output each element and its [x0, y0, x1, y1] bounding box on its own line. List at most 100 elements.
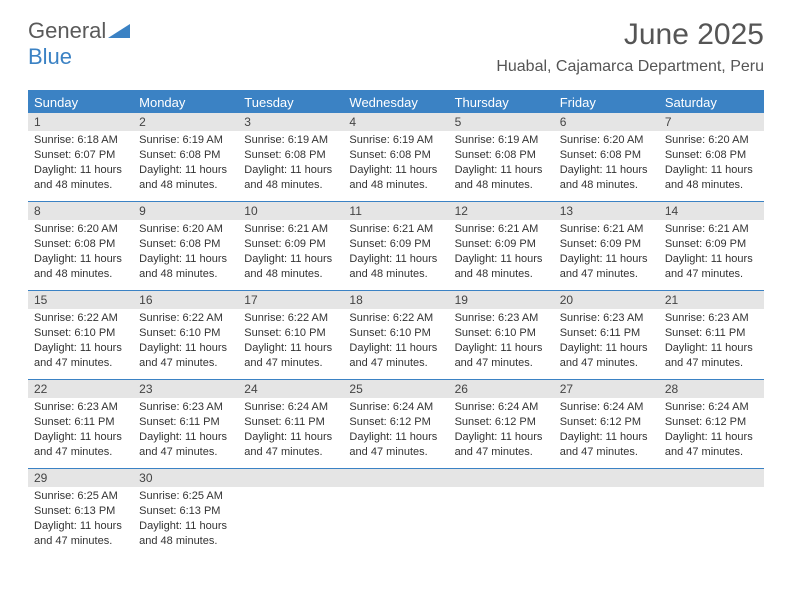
daylight-line: Daylight: 11 hours and 48 minutes.	[34, 163, 127, 193]
week-row: 15Sunrise: 6:22 AMSunset: 6:10 PMDayligh…	[28, 291, 764, 380]
week-row: 8Sunrise: 6:20 AMSunset: 6:08 PMDaylight…	[28, 202, 764, 291]
sunset-line: Sunset: 6:09 PM	[244, 237, 337, 252]
sunrise-line: Sunrise: 6:19 AM	[244, 133, 337, 148]
sunset-line: Sunset: 6:11 PM	[244, 415, 337, 430]
day-cell: 5Sunrise: 6:19 AMSunset: 6:08 PMDaylight…	[449, 113, 554, 201]
sunset-line: Sunset: 6:08 PM	[455, 148, 548, 163]
day-number	[449, 469, 554, 487]
day-body: Sunrise: 6:23 AMSunset: 6:11 PMDaylight:…	[659, 309, 764, 374]
day-cell	[659, 469, 764, 557]
sunset-line: Sunset: 6:12 PM	[665, 415, 758, 430]
day-header-cell: Sunday	[28, 92, 133, 113]
daylight-line: Daylight: 11 hours and 47 minutes.	[34, 341, 127, 371]
day-number: 12	[449, 202, 554, 220]
day-number: 29	[28, 469, 133, 487]
sunrise-line: Sunrise: 6:23 AM	[34, 400, 127, 415]
day-cell: 14Sunrise: 6:21 AMSunset: 6:09 PMDayligh…	[659, 202, 764, 290]
day-number: 24	[238, 380, 343, 398]
day-number: 19	[449, 291, 554, 309]
sunset-line: Sunset: 6:09 PM	[455, 237, 548, 252]
sunset-line: Sunset: 6:10 PM	[139, 326, 232, 341]
sunrise-line: Sunrise: 6:24 AM	[665, 400, 758, 415]
logo-triangle-icon	[108, 24, 130, 38]
day-body: Sunrise: 6:21 AMSunset: 6:09 PMDaylight:…	[449, 220, 554, 285]
sunrise-line: Sunrise: 6:20 AM	[560, 133, 653, 148]
sunrise-line: Sunrise: 6:18 AM	[34, 133, 127, 148]
day-body: Sunrise: 6:21 AMSunset: 6:09 PMDaylight:…	[659, 220, 764, 285]
sunset-line: Sunset: 6:10 PM	[244, 326, 337, 341]
day-number: 26	[449, 380, 554, 398]
sunset-line: Sunset: 6:10 PM	[349, 326, 442, 341]
day-number: 5	[449, 113, 554, 131]
daylight-line: Daylight: 11 hours and 47 minutes.	[665, 430, 758, 460]
title-block: June 2025 Huabal, Cajamarca Department, …	[496, 18, 764, 76]
day-cell: 8Sunrise: 6:20 AMSunset: 6:08 PMDaylight…	[28, 202, 133, 290]
day-cell: 26Sunrise: 6:24 AMSunset: 6:12 PMDayligh…	[449, 380, 554, 468]
daylight-line: Daylight: 11 hours and 48 minutes.	[139, 163, 232, 193]
day-cell	[343, 469, 448, 557]
sunset-line: Sunset: 6:07 PM	[34, 148, 127, 163]
day-body: Sunrise: 6:23 AMSunset: 6:10 PMDaylight:…	[449, 309, 554, 374]
daylight-line: Daylight: 11 hours and 47 minutes.	[139, 341, 232, 371]
day-cell: 23Sunrise: 6:23 AMSunset: 6:11 PMDayligh…	[133, 380, 238, 468]
sunset-line: Sunset: 6:13 PM	[34, 504, 127, 519]
day-header-cell: Monday	[133, 92, 238, 113]
day-cell	[238, 469, 343, 557]
day-number: 2	[133, 113, 238, 131]
day-body: Sunrise: 6:24 AMSunset: 6:12 PMDaylight:…	[449, 398, 554, 463]
day-number: 27	[554, 380, 659, 398]
day-number: 14	[659, 202, 764, 220]
daylight-line: Daylight: 11 hours and 48 minutes.	[139, 519, 232, 549]
sunrise-line: Sunrise: 6:23 AM	[139, 400, 232, 415]
day-header-cell: Friday	[554, 92, 659, 113]
sunrise-line: Sunrise: 6:23 AM	[665, 311, 758, 326]
sunset-line: Sunset: 6:08 PM	[139, 237, 232, 252]
day-cell	[449, 469, 554, 557]
sunset-line: Sunset: 6:09 PM	[665, 237, 758, 252]
day-number	[659, 469, 764, 487]
daylight-line: Daylight: 11 hours and 47 minutes.	[455, 341, 548, 371]
day-cell: 10Sunrise: 6:21 AMSunset: 6:09 PMDayligh…	[238, 202, 343, 290]
daylight-line: Daylight: 11 hours and 47 minutes.	[560, 252, 653, 282]
day-cell: 2Sunrise: 6:19 AMSunset: 6:08 PMDaylight…	[133, 113, 238, 201]
day-body: Sunrise: 6:20 AMSunset: 6:08 PMDaylight:…	[659, 131, 764, 196]
location-text: Huabal, Cajamarca Department, Peru	[496, 58, 764, 76]
day-body: Sunrise: 6:23 AMSunset: 6:11 PMDaylight:…	[554, 309, 659, 374]
calendar: SundayMondayTuesdayWednesdayThursdayFrid…	[28, 90, 764, 557]
day-number: 9	[133, 202, 238, 220]
day-body: Sunrise: 6:22 AMSunset: 6:10 PMDaylight:…	[238, 309, 343, 374]
sunset-line: Sunset: 6:11 PM	[560, 326, 653, 341]
sunrise-line: Sunrise: 6:22 AM	[34, 311, 127, 326]
logo-part1: General	[28, 18, 106, 43]
day-body: Sunrise: 6:18 AMSunset: 6:07 PMDaylight:…	[28, 131, 133, 196]
day-cell: 16Sunrise: 6:22 AMSunset: 6:10 PMDayligh…	[133, 291, 238, 379]
day-header-row: SundayMondayTuesdayWednesdayThursdayFrid…	[28, 92, 764, 113]
sunset-line: Sunset: 6:08 PM	[244, 148, 337, 163]
daylight-line: Daylight: 11 hours and 47 minutes.	[349, 341, 442, 371]
sunset-line: Sunset: 6:08 PM	[665, 148, 758, 163]
sunset-line: Sunset: 6:11 PM	[665, 326, 758, 341]
day-body: Sunrise: 6:21 AMSunset: 6:09 PMDaylight:…	[554, 220, 659, 285]
day-body: Sunrise: 6:19 AMSunset: 6:08 PMDaylight:…	[133, 131, 238, 196]
day-cell: 13Sunrise: 6:21 AMSunset: 6:09 PMDayligh…	[554, 202, 659, 290]
sunset-line: Sunset: 6:10 PM	[34, 326, 127, 341]
day-number: 20	[554, 291, 659, 309]
sunrise-line: Sunrise: 6:21 AM	[244, 222, 337, 237]
day-number	[554, 469, 659, 487]
sunrise-line: Sunrise: 6:23 AM	[560, 311, 653, 326]
sunrise-line: Sunrise: 6:19 AM	[349, 133, 442, 148]
day-cell: 6Sunrise: 6:20 AMSunset: 6:08 PMDaylight…	[554, 113, 659, 201]
daylight-line: Daylight: 11 hours and 48 minutes.	[139, 252, 232, 282]
day-body: Sunrise: 6:24 AMSunset: 6:12 PMDaylight:…	[554, 398, 659, 463]
sunset-line: Sunset: 6:10 PM	[455, 326, 548, 341]
sunrise-line: Sunrise: 6:25 AM	[34, 489, 127, 504]
daylight-line: Daylight: 11 hours and 48 minutes.	[455, 163, 548, 193]
sunrise-line: Sunrise: 6:25 AM	[139, 489, 232, 504]
day-body: Sunrise: 6:19 AMSunset: 6:08 PMDaylight:…	[238, 131, 343, 196]
day-header-cell: Wednesday	[343, 92, 448, 113]
day-body: Sunrise: 6:22 AMSunset: 6:10 PMDaylight:…	[343, 309, 448, 374]
day-body: Sunrise: 6:21 AMSunset: 6:09 PMDaylight:…	[343, 220, 448, 285]
sunrise-line: Sunrise: 6:21 AM	[455, 222, 548, 237]
sunset-line: Sunset: 6:09 PM	[349, 237, 442, 252]
day-cell: 11Sunrise: 6:21 AMSunset: 6:09 PMDayligh…	[343, 202, 448, 290]
